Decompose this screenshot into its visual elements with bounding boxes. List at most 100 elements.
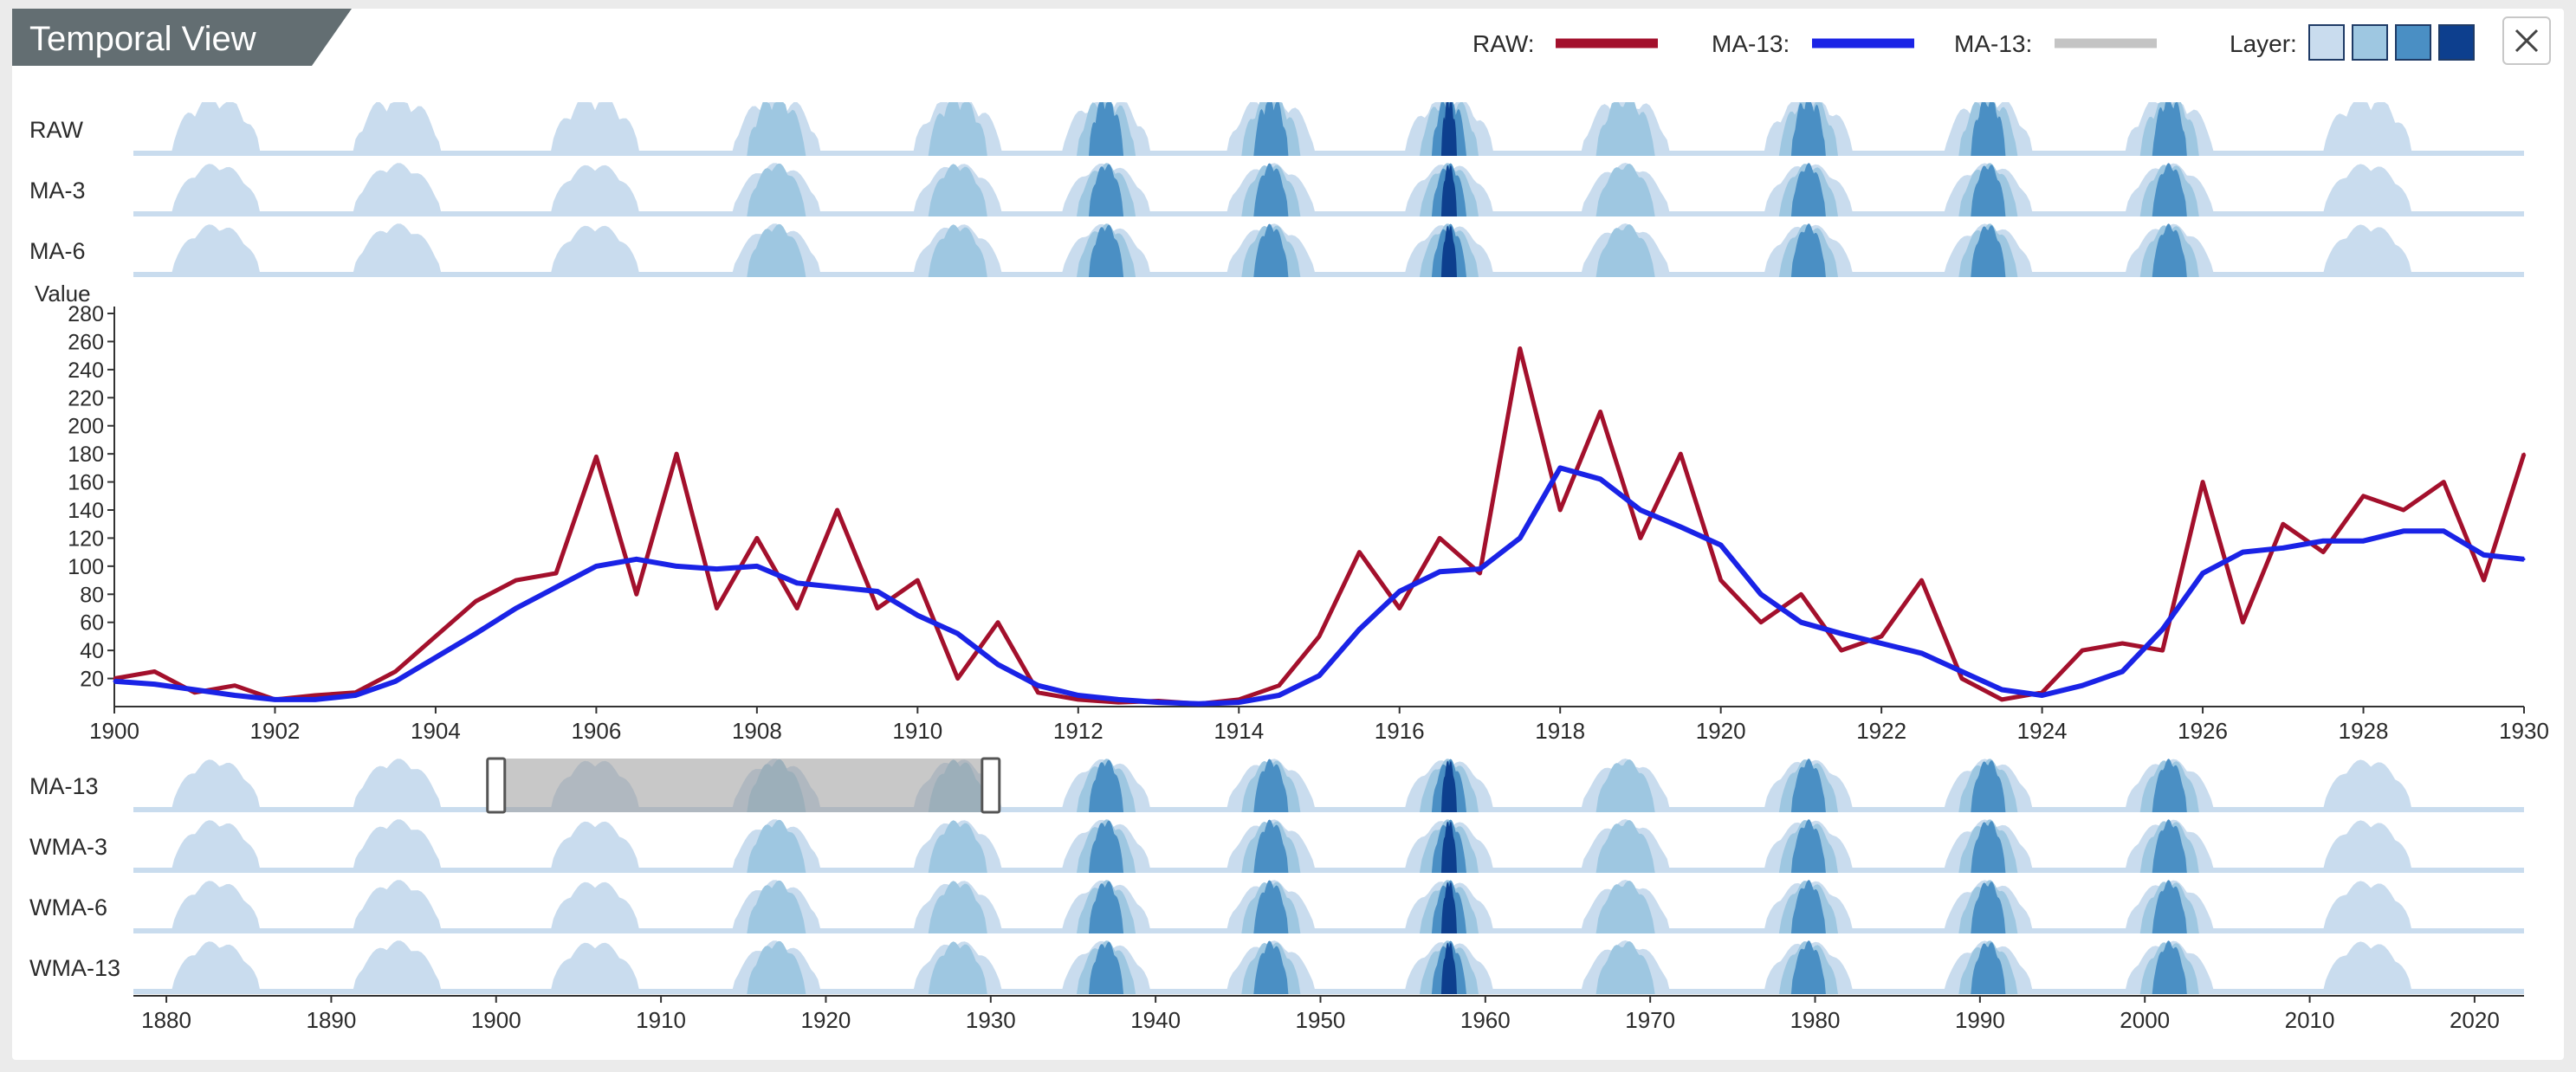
data-point-raw (876, 607, 879, 610)
data-point-ma-13 (795, 581, 799, 584)
horizon-band (1440, 165, 1457, 216)
horizon-band (1089, 820, 1124, 873)
horizon-band (747, 880, 806, 933)
data-point-ma-13 (2321, 539, 2325, 543)
x-tick-label: 1914 (1214, 718, 1264, 744)
data-point-ma-13 (1237, 701, 1240, 704)
data-point-ma-13 (2120, 670, 2124, 673)
data-point-ma-13 (2442, 529, 2445, 533)
data-point-ma-13 (916, 614, 919, 617)
horizon-baseline (133, 211, 2524, 216)
brush-handle-right[interactable] (981, 757, 1001, 814)
horizon-band (1595, 941, 1655, 994)
horizon-band (549, 102, 641, 156)
data-point-ma-13 (2282, 546, 2285, 550)
data-point-ma-13 (836, 585, 839, 589)
close-icon[interactable] (2515, 29, 2539, 53)
data-point-raw (474, 599, 477, 603)
horizon-row-label: WMA-13 (29, 955, 120, 981)
data-point-ma-13 (314, 698, 317, 701)
data-point-ma-13 (2041, 694, 2044, 697)
x-tick-label: 1926 (2178, 718, 2228, 744)
data-point-raw (314, 694, 317, 697)
horizon-row-ma-6: MA-6 (29, 223, 2524, 277)
legend-ma-gray-label: MA-13: (1954, 30, 2032, 57)
horizon-band (1790, 102, 1826, 156)
horizon-band (2152, 819, 2187, 873)
data-point-raw (2120, 642, 2124, 645)
data-point-raw (1398, 607, 1401, 610)
horizon-band (1971, 760, 2006, 812)
horizon-band (747, 819, 806, 873)
horizon-band (1089, 941, 1124, 994)
horizon-band (1440, 225, 1457, 277)
time-brush[interactable] (486, 757, 1001, 814)
data-point-ma-13 (193, 688, 197, 691)
data-point-ma-13 (1479, 567, 1481, 571)
brush-handle-left[interactable] (486, 757, 507, 814)
horizon-band (2322, 102, 2413, 156)
horizon-baseline (133, 151, 2524, 156)
data-point-ma-13 (1197, 702, 1201, 706)
data-point-ma-13 (1880, 642, 1883, 645)
horizon-row-label: MA-6 (29, 238, 86, 264)
data-point-raw (1357, 551, 1361, 554)
data-point-raw (2282, 522, 2285, 526)
x-tick-label: 1906 (571, 718, 621, 744)
data-point-raw (2522, 452, 2526, 455)
horizon-band (1595, 881, 1655, 933)
data-point-ma-13 (1558, 466, 1562, 469)
horizon-baseline (133, 989, 2524, 994)
horizon-band (2322, 164, 2413, 216)
horizon-band (2322, 881, 2413, 933)
close-button[interactable] (2502, 16, 2551, 65)
horizon-band (1253, 940, 1289, 994)
horizon-rows-bottom: MA-13 WMA-3 WMA-6 WMA-13 (29, 759, 2524, 994)
horizon-band (1790, 163, 1826, 216)
data-point-ma-13 (2482, 553, 2486, 557)
data-point-ma-13 (353, 694, 357, 697)
data-point-ma-13 (635, 558, 638, 561)
horizon-band (352, 880, 443, 933)
y-tick-label: 240 (68, 358, 104, 383)
data-point-ma-13 (2081, 684, 2084, 688)
data-point-raw (1438, 536, 1441, 539)
horizon-band (1971, 942, 2006, 994)
data-point-raw (1960, 677, 1964, 681)
data-point-raw (836, 508, 839, 512)
data-point-raw (2081, 649, 2084, 652)
horizon-band (1089, 759, 1124, 812)
horizon-row-label: RAW (29, 117, 84, 143)
data-point-ma-13 (1518, 536, 1522, 539)
horizon-band (1089, 881, 1124, 933)
data-point-ma-13 (996, 662, 1000, 666)
horizon-band (2322, 224, 2413, 277)
horizon-band (928, 941, 987, 994)
data-point-ma-13 (1920, 651, 1923, 655)
data-point-raw (1799, 592, 1803, 596)
horizon-band (1971, 225, 2006, 277)
horizon-row-label: WMA-6 (29, 894, 107, 920)
overview-tick-label: 1960 (1460, 1007, 1511, 1033)
horizon-band (549, 225, 641, 277)
overview-tick-label: 1900 (471, 1007, 521, 1033)
horizon-band (1971, 881, 2006, 933)
horizon-band (352, 102, 443, 156)
temporal-view-canvas: Temporal View RAW: MA-13: MA-13: Layer: … (12, 9, 2551, 1033)
main-line-chart: Value 20 40 60 80 100 120 140 160 180 200 220 240 26… (35, 281, 2549, 744)
horizon-band (1790, 819, 1826, 873)
data-point-ma-13 (474, 632, 477, 636)
horizon-band (1253, 163, 1289, 216)
data-point-ma-13 (715, 567, 718, 571)
temporal-view-panel: Temporal View RAW: MA-13: MA-13: Layer: … (12, 9, 2564, 1060)
data-point-raw (2241, 621, 2244, 624)
data-point-raw (2161, 649, 2165, 652)
brush-selection[interactable] (495, 759, 991, 812)
overview-tick-label: 2020 (2450, 1007, 2500, 1033)
x-tick-label: 1930 (2499, 718, 2549, 744)
x-axis: 1900 1902 1904 1906 1908 1910 1912 1914 1916 1918… (89, 706, 2549, 744)
horizon-band (1595, 759, 1655, 812)
horizon-baseline (133, 928, 2524, 933)
data-point-raw (554, 572, 558, 575)
x-tick-label: 1902 (250, 718, 301, 744)
